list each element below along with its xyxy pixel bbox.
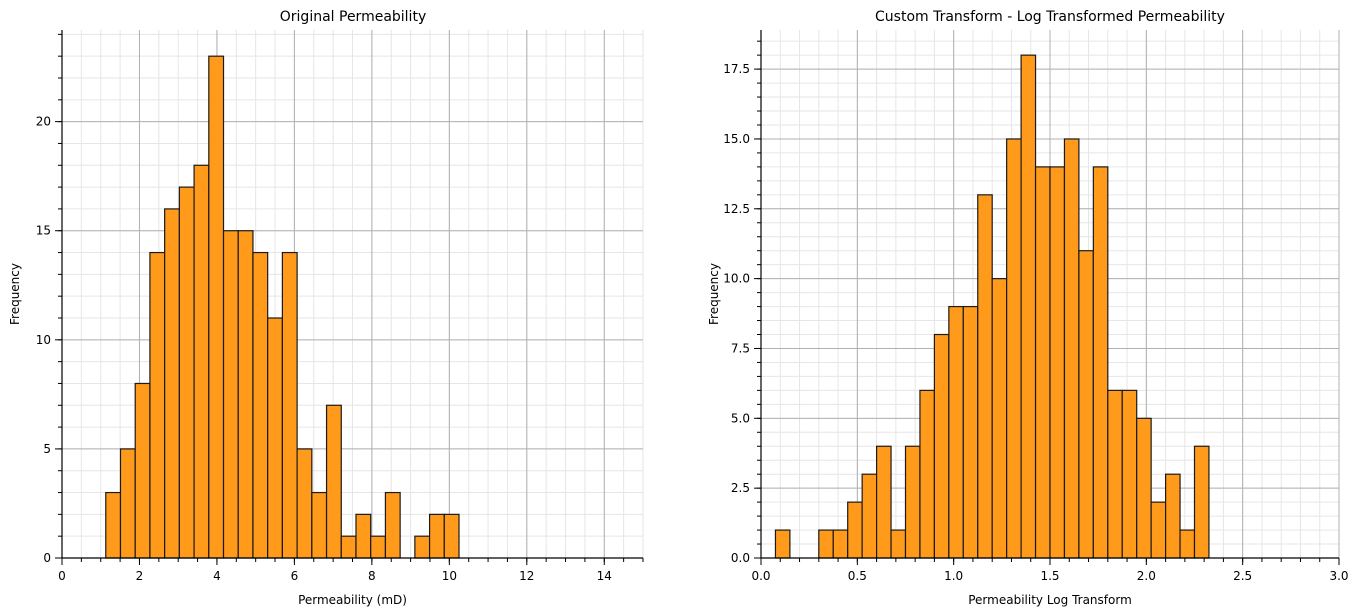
left-histogram-bar — [164, 208, 180, 559]
left-histogram-bar — [134, 382, 151, 559]
left-histogram-bar — [105, 491, 122, 559]
left-x-tick-label: 12 — [519, 569, 534, 583]
right-histogram-bar — [1078, 250, 1094, 559]
right-chart-title: Custom Transform - Log Transformed Perme… — [875, 9, 1225, 25]
left-histogram-bar — [296, 448, 313, 559]
right-y-tick-label: 2.5 — [731, 481, 750, 495]
right-x-tick-label: 1.5 — [1040, 569, 1059, 583]
left-histogram-bar — [237, 230, 254, 559]
left-histogram-bar — [443, 513, 460, 559]
right-histogram-bar — [875, 445, 892, 559]
right-y-tick-label: 5.0 — [731, 411, 750, 425]
right-y-axis-label: Frequency — [707, 263, 721, 325]
right-histogram-bar — [1107, 389, 1123, 559]
right-y-tick-label: 17.5 — [723, 62, 750, 76]
left-histogram-bar — [428, 513, 445, 559]
right-histogram-bar — [1020, 54, 1037, 559]
left-y-axis-label: Frequency — [8, 263, 22, 325]
left-x-tick-label: 6 — [291, 569, 299, 583]
right-histogram-bar — [1006, 138, 1022, 559]
left-x-tick-label: 0 — [58, 569, 66, 583]
right-histogram-bar — [1150, 501, 1167, 559]
left-histogram-bar — [149, 251, 166, 559]
left-y-tick-label: 5 — [43, 442, 51, 456]
left-histogram-bar — [311, 491, 328, 559]
right-histogram-bar — [861, 473, 878, 559]
left-histogram-bar — [414, 535, 431, 559]
left-x-axis-label: Permeability (mD) — [298, 593, 407, 607]
left-y-tick-label: 0 — [43, 551, 51, 565]
left-x-tick-label: 14 — [597, 569, 612, 583]
right-x-tick-label: 2.5 — [1233, 569, 1252, 583]
left-histogram-bar — [267, 317, 283, 559]
right-histogram-bar — [832, 529, 849, 559]
left-chart-title: Original Permeability — [280, 9, 426, 25]
left-histogram-panel: 0 2 4 6 8 10 12 14 0 5 10 15 20 Original Permeability… — [8, 9, 644, 607]
right-histogram-bar — [1193, 445, 1210, 559]
right-x-tick-label: 1.0 — [944, 569, 963, 583]
right-histogram-bar — [904, 445, 921, 559]
right-histogram-bar — [1049, 166, 1066, 559]
left-x-tick-label: 8 — [368, 569, 376, 583]
right-y-tick-label: 7.5 — [731, 341, 750, 355]
right-histogram-bar — [1136, 417, 1152, 559]
right-histogram-bar — [919, 389, 936, 559]
left-y-tick-label: 15 — [36, 224, 51, 238]
left-x-tick-label: 10 — [442, 569, 457, 583]
right-histogram-bar — [977, 194, 993, 559]
left-histogram-bar — [384, 491, 401, 559]
right-histogram-bar — [1121, 389, 1138, 559]
right-histogram-bar — [1092, 166, 1109, 559]
right-y-tick-label: 15.0 — [723, 132, 750, 146]
right-x-tick-label: 3.0 — [1329, 569, 1348, 583]
right-histogram-bar — [890, 529, 907, 559]
left-x-tick-label: 2 — [136, 569, 144, 583]
left-histogram-bar — [281, 251, 298, 559]
left-histogram-bar — [222, 230, 239, 559]
right-x-axis-label: Permeability Log Transform — [968, 593, 1132, 607]
right-histogram-bar — [948, 305, 964, 559]
right-histogram-bar — [991, 278, 1008, 559]
right-histogram-bar — [774, 529, 791, 559]
right-y-tick-label: 0.0 — [731, 551, 750, 565]
right-x-tick-label: 0.0 — [751, 569, 770, 583]
left-histogram-bar — [325, 404, 342, 559]
left-histogram-bar — [208, 55, 225, 559]
right-y-tick-label: 12.5 — [723, 202, 750, 216]
right-x-tick-label: 0.5 — [848, 569, 867, 583]
right-histogram-bar — [1034, 166, 1051, 559]
right-histogram-bar — [1164, 473, 1181, 559]
left-histogram-bar — [370, 535, 387, 559]
right-x-tick-label: 2.0 — [1137, 569, 1156, 583]
left-histogram-bar — [193, 164, 210, 559]
right-histogram-bar — [818, 529, 834, 559]
right-histogram-bar — [962, 305, 979, 559]
left-histogram-bar — [355, 513, 372, 559]
left-histogram-bar — [252, 251, 269, 559]
right-y-tick-label: 10.0 — [723, 272, 750, 286]
right-histogram-panel: 0.0 0.5 1.0 1.5 2.0 2.5 3.0 0.0 2.5 5.0 7.5 10.0 12.… — [707, 9, 1349, 607]
right-histogram-bar — [847, 501, 863, 559]
right-histogram-bar — [1179, 529, 1196, 559]
left-y-tick-label: 10 — [36, 333, 51, 347]
left-histogram-bar — [119, 448, 136, 559]
left-histogram-bar — [340, 535, 357, 559]
left-y-tick-label: 20 — [36, 115, 51, 129]
right-histogram-bar — [1063, 138, 1080, 559]
left-x-tick-label: 4 — [213, 569, 221, 583]
left-histogram-bar — [178, 186, 195, 559]
right-histogram-bar — [933, 333, 950, 559]
